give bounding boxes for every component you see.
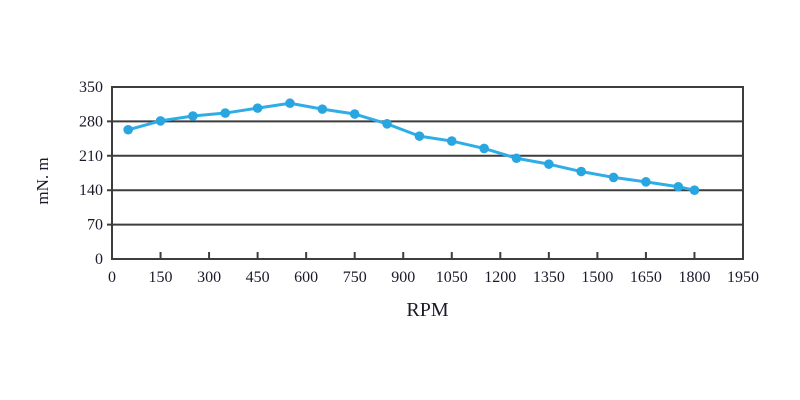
x-tick-label: 1050 (436, 269, 468, 286)
data-point (479, 143, 489, 154)
tick-label-layer: 0 150 300 450 600 750 900 1050 1200 1350 1500 1650 1… (79, 79, 759, 286)
x-tick-label: 750 (343, 269, 367, 286)
grid-layer (107, 86, 744, 260)
data-point (382, 119, 392, 129)
x-tick-label: 600 (294, 269, 318, 286)
data-point (689, 185, 700, 195)
data-point (123, 124, 133, 135)
data-point (641, 177, 651, 187)
data-point (608, 172, 619, 183)
y-axis-title: mN. m (33, 157, 52, 204)
x-tick-label: 300 (197, 269, 221, 286)
data-point (317, 104, 328, 114)
x-tick-label: 1800 (678, 269, 710, 286)
x-tick-label: 900 (391, 269, 415, 286)
x-tick-label: 1650 (630, 269, 662, 286)
x-tick-label: 0 (108, 269, 116, 286)
series-layer (123, 98, 700, 195)
y-tick-label: 0 (95, 251, 103, 268)
y-tick-label: 140 (79, 182, 103, 199)
x-axis-title: RPM (406, 299, 448, 321)
data-point (511, 153, 522, 164)
plot-border (111, 86, 744, 260)
x-tick-label: 1500 (581, 269, 613, 286)
data-point (576, 166, 587, 177)
data-point (220, 108, 231, 118)
y-tick-label: 70 (87, 217, 103, 234)
data-point (349, 109, 360, 119)
y-tick-label: 280 (79, 113, 103, 130)
x-tick-label: 1950 (727, 269, 759, 286)
x-tick-label: 1350 (533, 269, 565, 286)
data-point (155, 116, 166, 126)
data-point (446, 136, 457, 146)
x-tick-label: 450 (246, 269, 270, 286)
y-tick-label: 350 (79, 79, 103, 96)
y-tick-label: 210 (79, 148, 103, 165)
data-point (544, 159, 554, 169)
x-tick-label: 1200 (484, 269, 516, 286)
data-point (285, 98, 295, 109)
data-point (673, 181, 684, 192)
x-tick-label: 150 (149, 269, 173, 286)
data-point (252, 103, 263, 113)
data-point (188, 111, 198, 121)
data-point (414, 131, 425, 141)
